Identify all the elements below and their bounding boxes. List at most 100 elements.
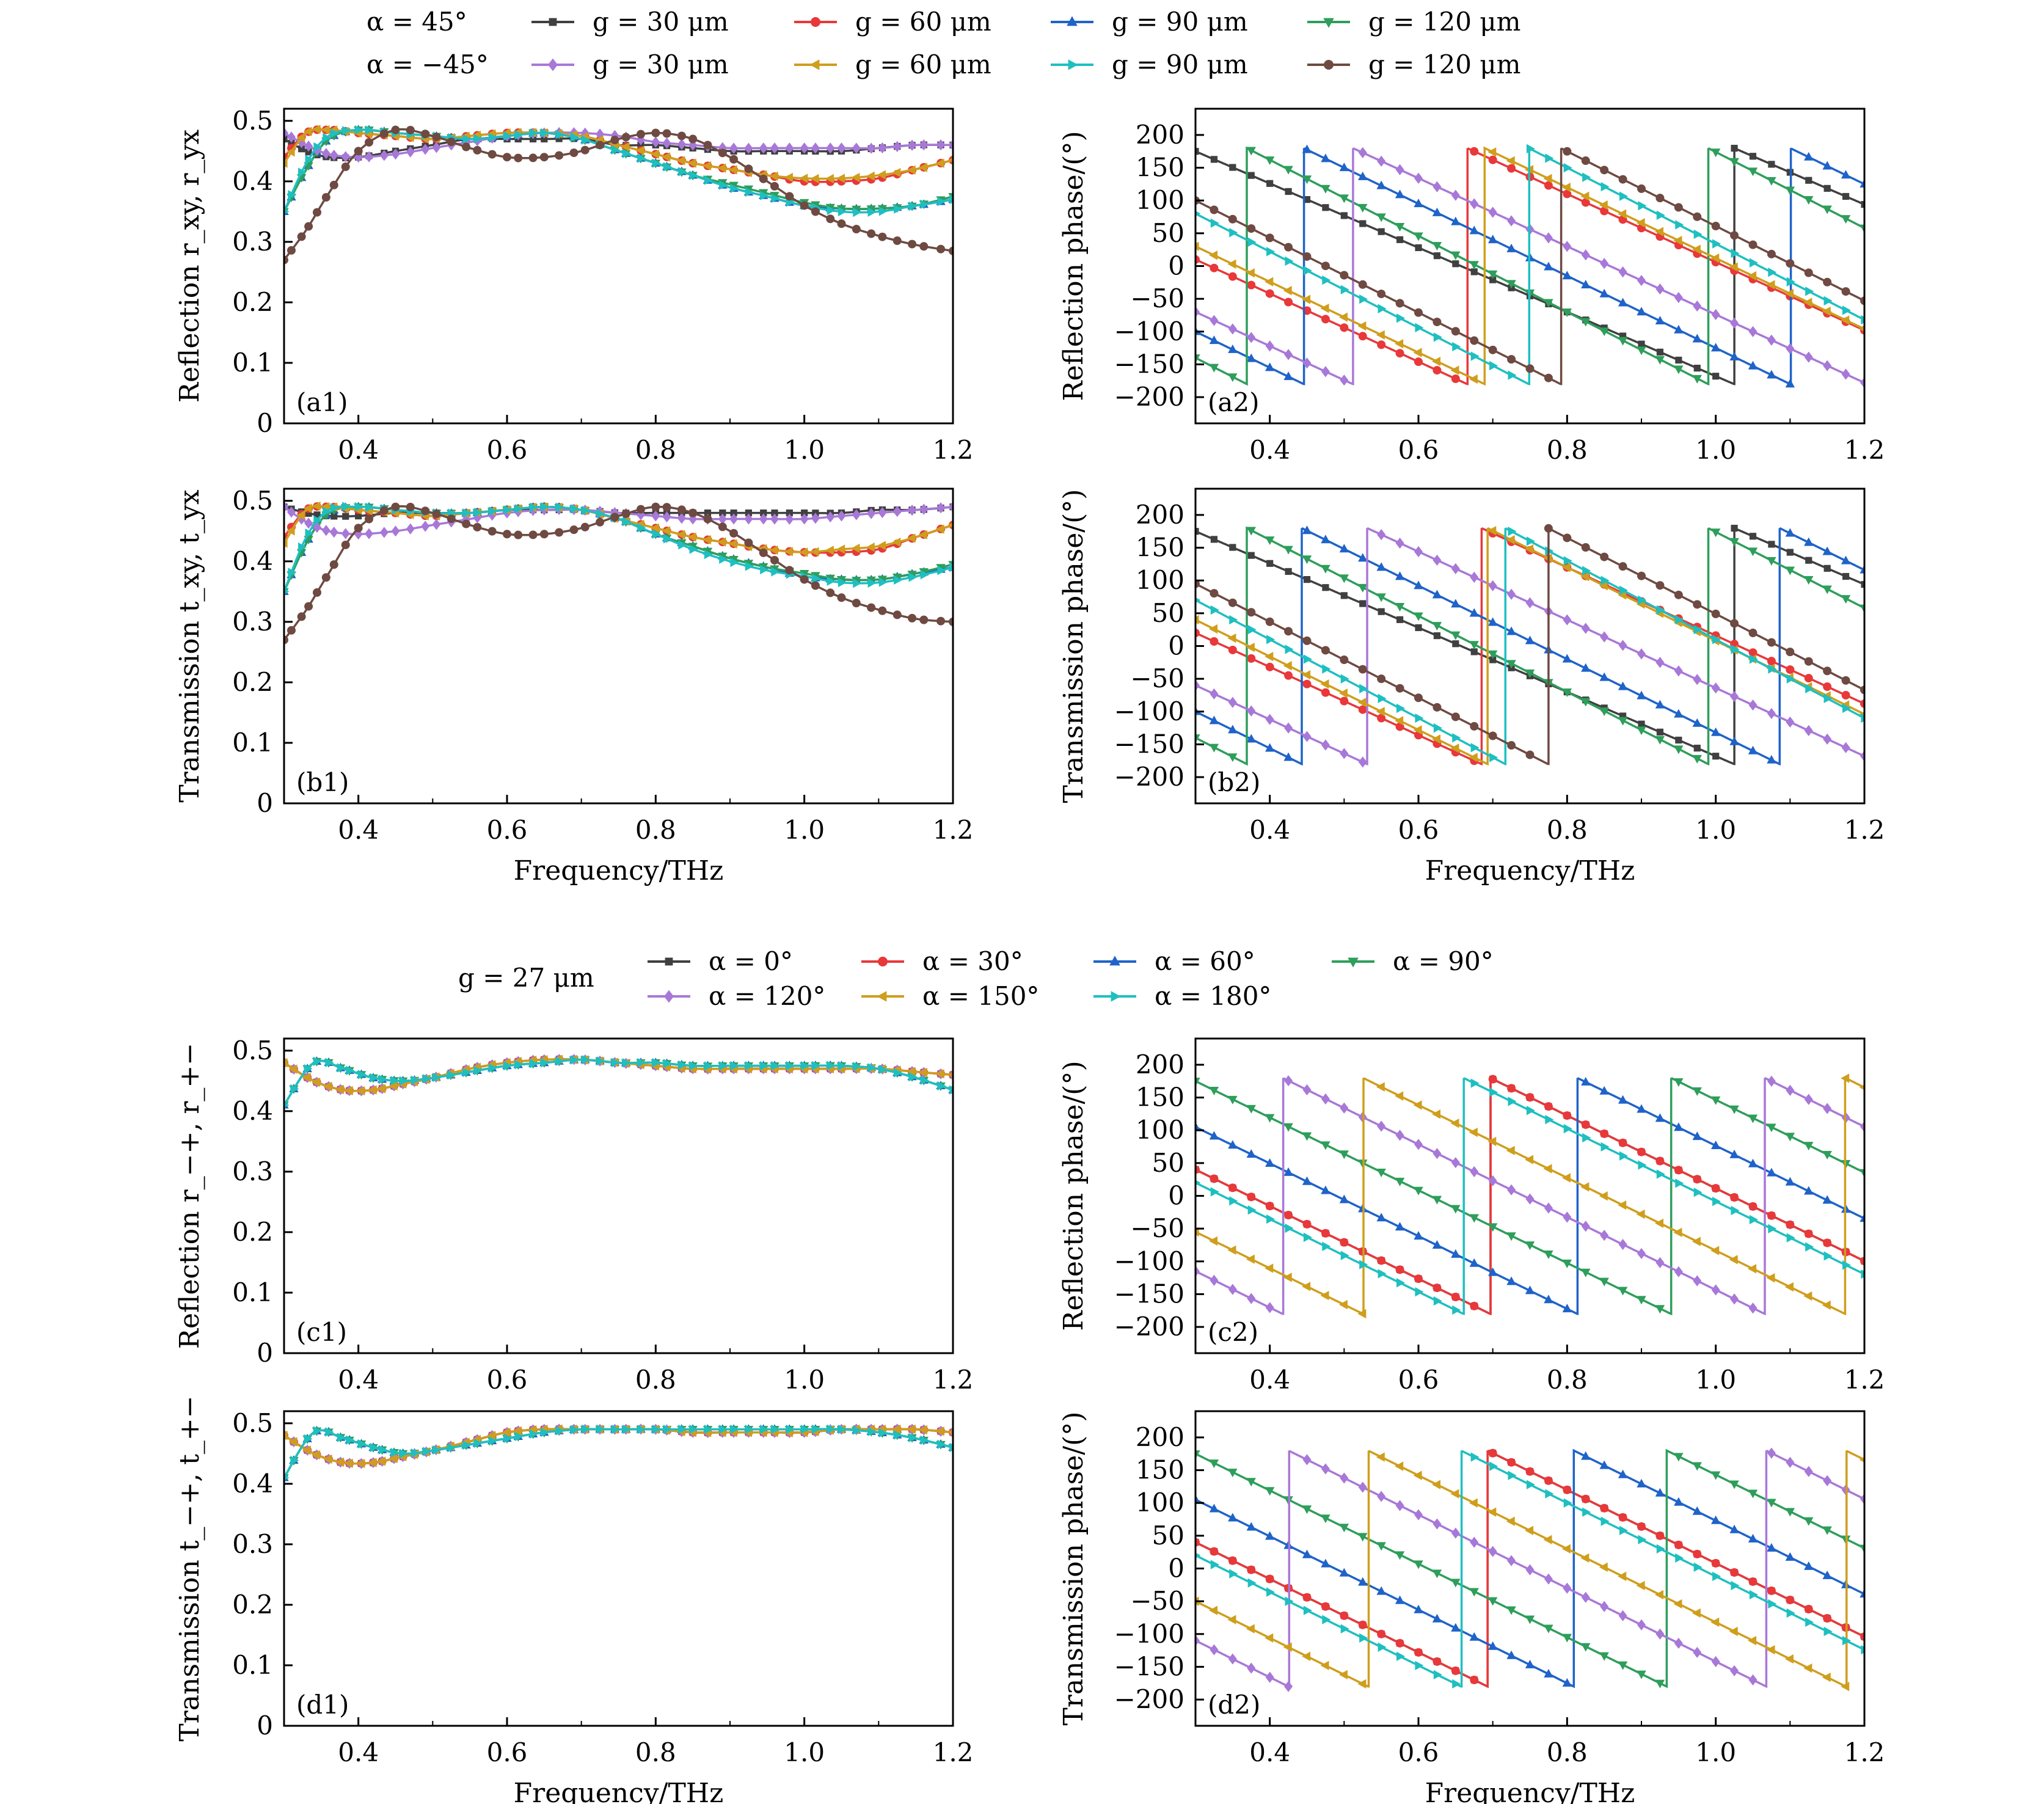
a1-series-7-point-68 bbox=[473, 145, 482, 155]
b1-series-4-point-148 bbox=[744, 513, 753, 525]
b1-series-7-point-24 bbox=[329, 560, 338, 569]
a2-series-0-point-13 bbox=[1433, 252, 1441, 260]
b2-series-3-point-12 bbox=[1414, 612, 1423, 621]
d1-series-5-point-28 bbox=[356, 1458, 365, 1469]
c2-series-3-point-22 bbox=[1599, 1277, 1609, 1287]
b2-series-6-point-7 bbox=[1322, 664, 1331, 674]
a2-series-3-point-9 bbox=[1358, 203, 1368, 213]
c1-series-6-point-72 bbox=[489, 1063, 498, 1073]
c2-series-2-point-33 bbox=[1804, 1186, 1814, 1195]
c2-series-1-point-20 bbox=[1563, 1111, 1572, 1120]
c2-series-1-point-1 bbox=[1210, 1174, 1219, 1183]
a1-series-7-point-172 bbox=[826, 214, 835, 224]
b2-series-7-point-11 bbox=[1395, 684, 1404, 693]
c2-series-1-point-5 bbox=[1284, 1211, 1293, 1220]
a1-series-4-point-188 bbox=[878, 142, 887, 154]
b2-series-5-point-14 bbox=[1450, 743, 1459, 753]
a1-series-5-point-156 bbox=[769, 171, 778, 181]
d2-series-5-point-27 bbox=[1692, 1608, 1701, 1618]
a1-series-5-point-172 bbox=[825, 173, 834, 184]
b2-series-4-point-30 bbox=[1748, 699, 1757, 711]
b1-series-7-point-180 bbox=[852, 599, 861, 608]
b1-series-7-point-12 bbox=[304, 602, 313, 611]
c2-series-1-point-11 bbox=[1395, 1265, 1404, 1274]
d2-series-4-point-31 bbox=[1767, 1447, 1776, 1459]
a2-series-5-point-9 bbox=[1357, 321, 1367, 331]
c2-series-2-point-11 bbox=[1395, 1222, 1405, 1231]
c2-series-5-point-6 bbox=[1302, 1282, 1311, 1291]
a2-series-0-point-25 bbox=[1656, 348, 1664, 356]
xlabel-d2: Frequency/THz bbox=[1425, 1778, 1635, 1804]
c2-series-5-point-25 bbox=[1655, 1218, 1664, 1229]
d2-ytick-label-1: −150 bbox=[1114, 1651, 1184, 1681]
b2-series-5-point-4 bbox=[1265, 651, 1274, 662]
b2-series-6-point-23 bbox=[1619, 585, 1628, 596]
c1-series-6-point-96 bbox=[570, 1055, 579, 1065]
c2-xtick-label-4: 1.2 bbox=[1844, 1365, 1885, 1395]
a2-series-6-point-20 bbox=[1563, 163, 1572, 173]
b1-series-6-point-96 bbox=[570, 504, 579, 514]
b1-series-4-point-164 bbox=[800, 513, 809, 525]
a2-series-2-point-33 bbox=[1804, 152, 1814, 161]
c1-series-6-point-164 bbox=[801, 1061, 810, 1071]
c2-xtick-label-1: 0.6 bbox=[1398, 1365, 1439, 1395]
a1-series-6-point-80 bbox=[514, 130, 524, 140]
d2-series-2-point-15 bbox=[1469, 1632, 1479, 1641]
a2-series-0-point-28 bbox=[1712, 373, 1720, 380]
b2-series-4-point-34 bbox=[1823, 733, 1832, 745]
a2-series-5-point-33 bbox=[1803, 298, 1812, 307]
a2-series-6-point-25 bbox=[1656, 210, 1665, 221]
d2-series-3-point-3 bbox=[1246, 1478, 1256, 1487]
a1-series-7-point-112 bbox=[621, 133, 630, 142]
d2-series-2-point-12 bbox=[1414, 1604, 1423, 1613]
d2-series-4-point-15 bbox=[1470, 1536, 1479, 1548]
a2-series-5-point-21 bbox=[1580, 191, 1590, 201]
d2-series-3-point-9 bbox=[1358, 1533, 1368, 1542]
b2-series-6-point-32 bbox=[1786, 674, 1795, 684]
d2-series-5-point-30 bbox=[1748, 1635, 1757, 1646]
c2-series-4-point-18 bbox=[1525, 1193, 1535, 1205]
d2-series-1-point-6 bbox=[1302, 1593, 1312, 1602]
ylabel-a2: Reflection phase/(°) bbox=[1058, 131, 1089, 401]
a1-series-7-point-200 bbox=[919, 242, 929, 251]
c2-series-5-point-29 bbox=[1729, 1255, 1738, 1265]
a1-series-4-point-172 bbox=[826, 142, 835, 154]
c2-series-4-point-15 bbox=[1470, 1166, 1479, 1178]
a2-series-2-point-21 bbox=[1581, 279, 1591, 288]
b1-series-4-point-80 bbox=[514, 506, 523, 517]
b2-series-0-point-29 bbox=[1731, 525, 1738, 532]
b1-series-5-point-8 bbox=[296, 510, 305, 520]
c2-series-4-point-33 bbox=[1804, 1094, 1813, 1105]
d2-ytick-label-8: 200 bbox=[1136, 1422, 1184, 1452]
a2-series-2-point-5 bbox=[1283, 371, 1293, 381]
d2-series-3-point-13 bbox=[1432, 1569, 1442, 1579]
b2-series-4-point-8 bbox=[1340, 748, 1349, 759]
b2-series-3-point-22 bbox=[1599, 707, 1609, 717]
a2-series-5-point-16 bbox=[1487, 147, 1497, 157]
panel-a2: 0.4 0.6 0.8 1.0 1.2−200−150−100−500501001502… bbox=[1058, 108, 1885, 465]
b2-series-1-point-6 bbox=[1302, 679, 1312, 688]
d1-series-6-point-76 bbox=[503, 1433, 513, 1444]
a2-series-3-point-12 bbox=[1414, 232, 1423, 241]
a1-series-7-point-148 bbox=[744, 164, 753, 173]
d2-ytick-label-6: 100 bbox=[1136, 1488, 1184, 1517]
d2-series-1-point-0 bbox=[1195, 1538, 1200, 1547]
a1-ytick-label-5: 0.5 bbox=[232, 106, 273, 136]
a2-series-1-point-16 bbox=[1488, 155, 1497, 164]
c2-series-6-point-5 bbox=[1285, 1223, 1294, 1233]
b1-series-7-point-124 bbox=[662, 503, 671, 512]
b2-series-1-point-36 bbox=[1860, 699, 1864, 708]
c2-series-4-point-2 bbox=[1228, 1284, 1237, 1295]
d1-series-6-point-100 bbox=[582, 1424, 591, 1434]
a2-series-7-point-31 bbox=[1767, 249, 1776, 258]
d2-series-6-point-8 bbox=[1340, 1624, 1349, 1634]
c1-series-5-point-208 bbox=[947, 1072, 953, 1078]
a2-series-7-point-26 bbox=[1674, 203, 1683, 212]
a1-series-4-point-20 bbox=[321, 148, 330, 159]
b1-series-6-point-68 bbox=[473, 508, 483, 517]
b1-xtick-label-4: 1.2 bbox=[933, 815, 974, 845]
d2-series-2-point-6 bbox=[1302, 1549, 1312, 1558]
a1-series-4-point-164 bbox=[800, 142, 809, 154]
a2-ytick-label-6: 100 bbox=[1136, 185, 1184, 215]
b2-series-2-point-33 bbox=[1804, 537, 1814, 546]
